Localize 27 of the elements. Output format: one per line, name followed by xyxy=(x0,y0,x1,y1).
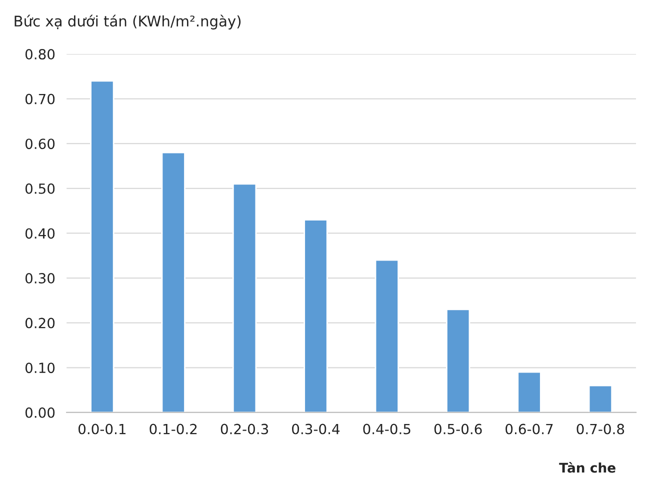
x-tick-label: 0.0-0.1 xyxy=(78,424,126,434)
bar xyxy=(161,152,186,412)
x-tick-label: 0.1-0.2 xyxy=(150,424,197,434)
x-tick-label: 0.5-0.6 xyxy=(434,424,482,434)
bar xyxy=(374,259,399,412)
y-tick-label: 0.20 xyxy=(25,318,55,328)
y-tick-label: 0.10 xyxy=(25,362,55,374)
y-tick-label: 0.50 xyxy=(25,183,55,194)
y-tick-label: 0.60 xyxy=(25,138,55,150)
y-tick-label: 0.70 xyxy=(25,94,55,104)
bar xyxy=(232,183,257,412)
bar xyxy=(588,384,613,412)
bar xyxy=(446,308,470,412)
bar xyxy=(517,371,542,412)
x-axis-title: Tàn che xyxy=(559,462,616,473)
x-tick-label: 0.3-0.4 xyxy=(292,424,340,434)
x-tick-label: 0.6-0.7 xyxy=(506,424,553,434)
y-tick-label: 0.00 xyxy=(25,407,55,418)
x-tick-label: 0.2-0.3 xyxy=(220,424,268,434)
x-tick-label: 0.4-0.5 xyxy=(363,424,410,434)
bar xyxy=(304,219,328,412)
x-tick-label: 0.7-0.8 xyxy=(576,424,624,434)
y-tick-label: 0.30 xyxy=(25,272,55,284)
y-tick-label: 0.80 xyxy=(25,48,55,60)
bar xyxy=(90,80,114,412)
y-tick-label: 0.40 xyxy=(25,228,55,239)
y-axis-title: Bức xạ dưới tán (KWh/m².ngày) xyxy=(14,14,241,30)
